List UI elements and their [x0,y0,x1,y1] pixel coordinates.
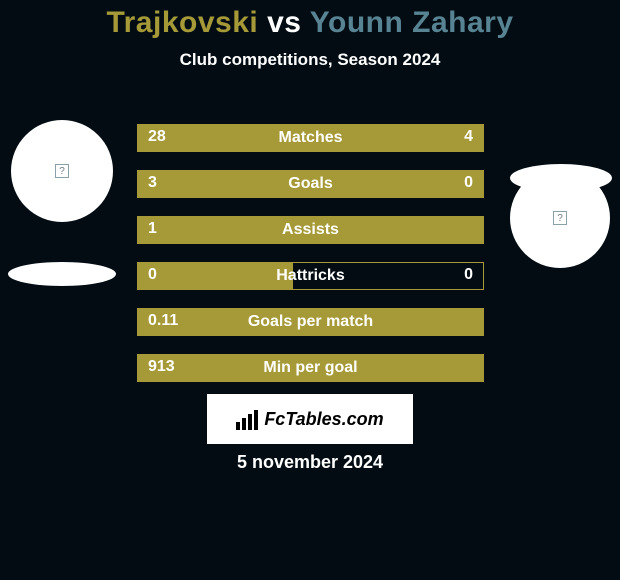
brand-bar [236,422,240,430]
stat-label: Matches [138,129,483,147]
stat-label: Goals [138,175,483,193]
placeholder-icon: ? [55,164,69,178]
player2-avatar-wrap: ? [510,168,612,268]
stat-label: Goals per match [138,313,483,331]
stats-list: 28Matches4 3Goals0 1Assists 0Hattricks0 0.11… [137,124,484,382]
stat-row: 0Hattricks0 [137,262,484,290]
subtitle: Club competitions, Season 2024 [0,50,620,70]
brand-badge: FcTables.com [207,394,413,444]
title-player2: Younn Zahary [310,6,514,39]
page-title: Trajkovski vs Younn Zahary [0,0,620,40]
stat-row: 3Goals0 [137,170,484,198]
player1-avatar: ? [11,120,113,222]
brand-bar [254,410,258,430]
comparison-card: Trajkovski vs Younn Zahary Club competit… [0,0,620,580]
placeholder-icon: ? [553,211,567,225]
stat-row: 28Matches4 [137,124,484,152]
stat-label: Assists [138,221,483,239]
avatar-shadow [8,262,116,286]
avatar-top-ellipse [510,164,612,192]
stat-label: Min per goal [138,359,483,377]
stat-row: 913Min per goal [137,354,484,382]
player2-avatar-block: ? [510,168,612,268]
brand-text: FcTables.com [264,409,383,430]
title-vs: vs [267,6,301,39]
title-player1: Trajkovski [106,6,258,39]
stat-row: 0.11Goals per match [137,308,484,336]
brand-bars-icon [236,408,258,430]
date-label: 5 november 2024 [0,452,620,473]
player1-avatar-block: ? [8,120,116,286]
brand-bar [248,414,252,430]
brand-bar [242,418,246,430]
stat-row: 1Assists [137,216,484,244]
stat-label: Hattricks [138,267,483,285]
